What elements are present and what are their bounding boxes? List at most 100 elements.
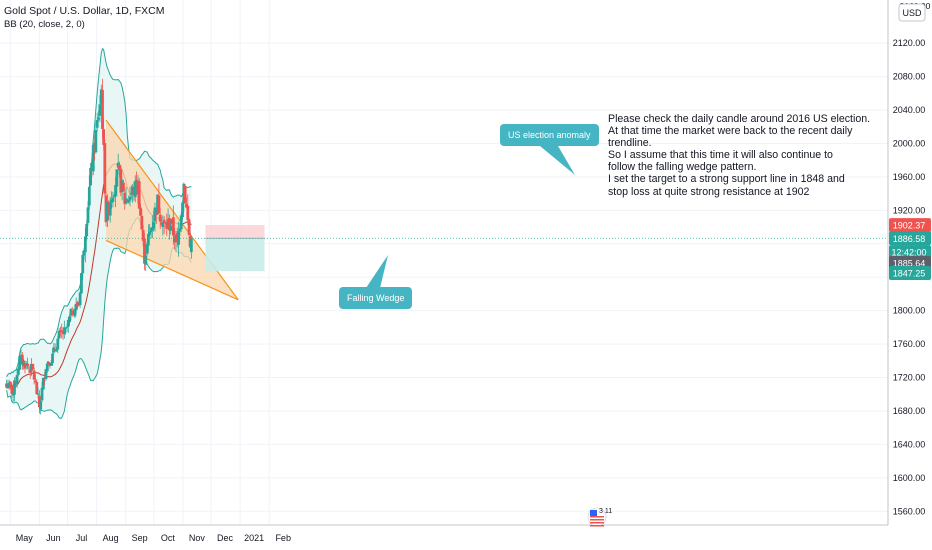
candle-body [146, 233, 150, 246]
candle-body [101, 90, 104, 129]
indicator-legend[interactable]: BB (20, close, 2, 0) [4, 19, 85, 30]
candle-body [85, 223, 89, 237]
candle-body [32, 370, 36, 380]
candle-body [15, 375, 19, 385]
candle-body [129, 193, 133, 195]
bar-countdown-tag-bg [889, 245, 931, 260]
candle-body [39, 401, 43, 410]
candle-body [141, 229, 145, 241]
note-line: So I assume that this time it will also … [608, 149, 833, 162]
candle-body [183, 185, 187, 203]
candle-body [179, 215, 183, 230]
stop-loss-zone [205, 225, 265, 239]
us-flag-stripe [590, 516, 604, 518]
candle-body [112, 195, 116, 197]
candle-body [140, 215, 144, 230]
candle-body [26, 363, 29, 367]
candle-body [171, 217, 175, 236]
price-tick-label: 1720.00 [893, 373, 926, 383]
price-tick-label: 2040.00 [893, 105, 926, 115]
events-count: 3 11 [599, 508, 612, 515]
currency-label: USD [902, 8, 922, 18]
note-line: trendline. [608, 137, 652, 150]
take-profit-zone [205, 238, 265, 272]
chart-header: Gold Spot / U.S. Dollar, 1D, FXCM BB (20… [4, 4, 164, 32]
candle-body [65, 326, 69, 328]
candle-body [18, 355, 22, 370]
candle-body [60, 330, 64, 332]
candle-body [164, 222, 167, 224]
candle-body [91, 144, 95, 172]
candle-body [186, 205, 190, 221]
bar-countdown-tag: 12:42:00 [891, 248, 926, 258]
current-price-tag: 1886.58 [893, 234, 926, 244]
candle-body [148, 231, 152, 235]
candle-body [161, 222, 165, 228]
candle-body [102, 129, 106, 145]
note-line: stop loss at quite strong resistance at … [608, 185, 810, 198]
note-line: Please check the daily candle around 201… [608, 113, 871, 125]
candle-body [77, 304, 81, 306]
price-tick-label: 1800.00 [893, 306, 926, 316]
candle-body [111, 197, 115, 202]
time-tick-label: 2021 [244, 533, 264, 543]
candle-body [187, 219, 191, 236]
analysis-note[interactable]: Please check the daily candle around 201… [608, 113, 888, 198]
candle-body [34, 380, 37, 383]
candle-body [185, 203, 188, 208]
candle-body [44, 369, 48, 379]
candle-body [107, 201, 111, 215]
falling-wedge-lower-line [105, 239, 239, 301]
candle-body [68, 316, 71, 323]
note-line: follow the falling wedge pattern. [608, 161, 757, 174]
candle-body [94, 130, 98, 153]
candle-body [27, 367, 31, 369]
price-tick-label: 1920.00 [893, 205, 926, 215]
candle-body [41, 377, 45, 390]
candle-body [13, 380, 16, 395]
callout-tails [366, 146, 575, 288]
us-flag-canton [590, 510, 597, 516]
time-tick-label: Feb [275, 533, 291, 543]
currency-badge [898, 3, 926, 22]
symbol-title[interactable]: Gold Spot / U.S. Dollar, 1D, FXCM [4, 5, 165, 17]
candle-body [122, 182, 125, 191]
candle-body [177, 231, 180, 245]
candle-body [82, 250, 86, 256]
candle-body [62, 327, 66, 334]
candle-body [35, 382, 39, 395]
candle-body [81, 254, 85, 274]
candle-body [64, 327, 68, 329]
candle-body [51, 353, 54, 364]
candle-body [127, 199, 131, 203]
candle-body [144, 255, 148, 265]
candle-body [97, 117, 100, 120]
candle-body [9, 381, 12, 386]
candle-body [115, 169, 119, 187]
price-tick-label: 1760.00 [893, 339, 926, 349]
candle-body [89, 167, 93, 186]
candle-body [66, 319, 70, 327]
candle-body [28, 369, 32, 373]
candle-body [162, 219, 166, 224]
candle-body [55, 349, 58, 352]
candle-body [95, 120, 99, 128]
candle-body [10, 384, 14, 394]
us-election-callout-tail [540, 146, 575, 175]
candle-body [108, 203, 112, 216]
candle-body [16, 368, 20, 375]
stop-loss-price-tag-bg [889, 218, 931, 233]
time-tick-label: Sep [132, 533, 148, 543]
candle-body [168, 218, 171, 231]
time-tick-label: Dec [217, 533, 234, 543]
us-election-anomaly-callout[interactable]: US election anomaly [500, 124, 599, 146]
falling-wedge-callout[interactable]: Falling Wedge [339, 287, 413, 309]
candle-body [137, 181, 141, 209]
candle-body [152, 222, 156, 229]
candle-body [74, 303, 78, 311]
candle-body [49, 362, 53, 366]
candle-body [40, 387, 44, 401]
